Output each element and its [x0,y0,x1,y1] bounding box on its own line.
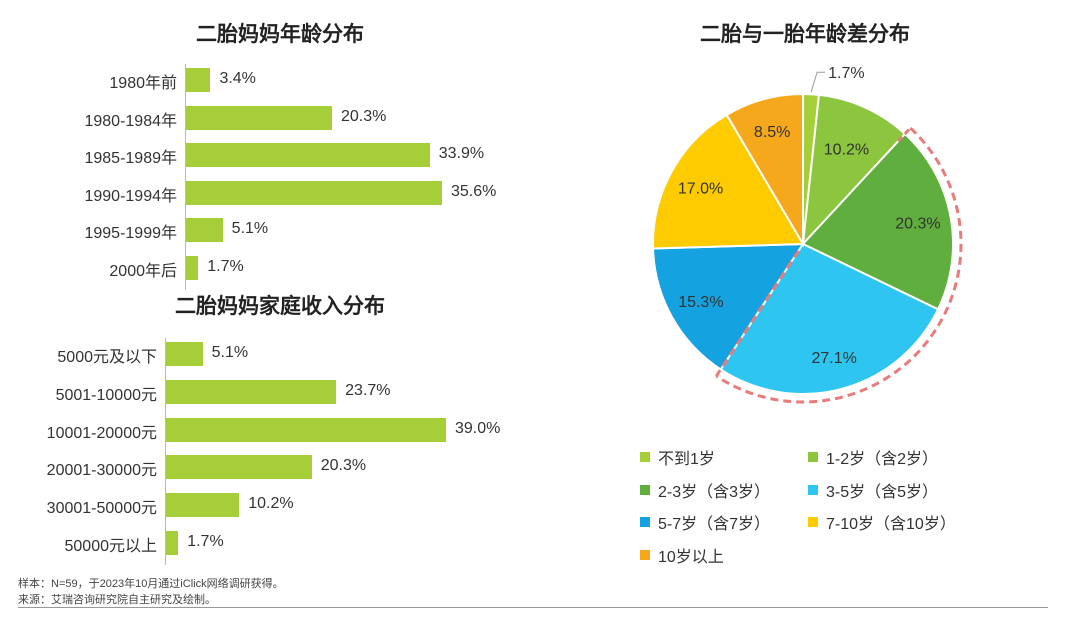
pie-slice [652,113,805,250]
legend-label: 1-2岁（含2岁） [826,451,939,468]
bar [186,105,332,130]
pie-value-label: 17.0% [678,181,723,198]
bar [186,180,442,205]
legend-item: 2-3岁（含3岁） [640,478,770,502]
legend-item: 3-5岁（含5岁） [808,478,938,502]
legend-swatch [808,452,818,462]
pie-chart-title: 二胎与一胎年龄差分布 [700,23,910,46]
pie-slice [725,92,804,248]
pie-slice [652,242,805,371]
category-label: 1985-1989年 [84,150,177,168]
value-label: 20.3% [320,457,367,475]
legend-label: 10岁以上 [658,548,724,566]
legend-label: 3-5岁（含5岁） [826,483,939,501]
bar [166,493,240,518]
category-label: 50000元以上 [64,538,158,555]
legend-swatch [640,484,650,495]
category-label: 10001-20000元 [46,424,157,442]
legend-item: 不到1岁 [640,445,715,469]
bar [186,143,430,168]
bar [186,256,199,280]
legend-swatch [808,517,818,527]
legend-item: 7-10岁（含10岁） [808,510,956,534]
pie-value-label: 10.2% [824,141,869,158]
highlight-arc [715,126,963,404]
bar [166,342,203,366]
legend-item: 10岁以上 [640,543,724,567]
value-label: 33.9% [438,145,485,163]
value-label: 20.3% [340,107,387,125]
pie-value-label: 20.3% [895,215,940,232]
pie-value-label: 1.7% [828,65,864,82]
pie-value-label: 27.1% [812,350,857,367]
legend-label: 2-3岁（含3岁） [658,483,771,501]
category-label: 1995-1999年 [84,225,177,243]
pie-value-label: 15.3% [678,294,723,311]
income-chart-title: 二胎妈妈家庭收入分布 [175,295,385,318]
leader-line [810,71,826,93]
legend-label: 5-7岁（含7岁） [658,516,771,533]
source-note: 来源：艾瑞咨询研究院自主研究及绘制。 [18,594,216,606]
footer-divider [18,607,1048,608]
category-label: 5001-10000元 [55,386,157,404]
pie-slice [801,132,954,311]
age-chart-axis [185,64,186,290]
value-label: 5.1% [231,220,269,238]
value-label: 10.2% [248,495,294,513]
category-label: 30001-50000元 [46,500,157,518]
bar [186,68,211,92]
value-label: 23.7% [345,381,391,399]
age-gap-pie-chart: 1.7% 10.2% 20.3% 27.1% 15.3% 17.0% 8.5% [652,65,963,404]
category-label: 20001-30000元 [46,462,157,480]
legend-swatch [808,484,818,495]
category-label: 1990-1994年 [84,187,177,205]
pie-value-label: 8.5% [754,124,790,141]
legend-label: 7-10岁（含10岁） [826,516,956,533]
age-chart-title: 二胎妈妈年龄分布 [196,23,364,46]
bar [166,455,312,480]
bar [186,218,223,243]
legend-item: 5-7岁（含7岁） [640,510,770,534]
income-chart-axis [165,338,166,565]
value-label: 1.7% [187,533,224,550]
legend-label: 不到1岁 [658,451,715,468]
value-label: 1.7% [207,258,244,275]
legend-item: 1-2岁（含2岁） [808,445,938,469]
legend-swatch [640,549,650,560]
value-label: 5.1% [211,344,249,361]
category-label: 2000年后 [109,263,177,280]
pie-slice [801,93,907,247]
pie-slice [719,242,940,395]
category-label: 5000元及以下 [57,349,157,366]
bar [166,531,179,555]
value-label: 35.6% [451,182,497,200]
category-label: 1980年前 [109,75,177,92]
category-label: 1980-1984年 [84,112,177,130]
legend-swatch [640,452,650,462]
bar [166,379,337,404]
bar [166,417,446,442]
value-label: 3.4% [219,70,256,87]
highlight-start-tick [897,125,913,143]
value-label: 39.0% [455,419,501,437]
sample-note: 样本：N=59，于2023年10月通过iClick网络调研获得。 [18,578,284,590]
legend-swatch [640,517,650,527]
